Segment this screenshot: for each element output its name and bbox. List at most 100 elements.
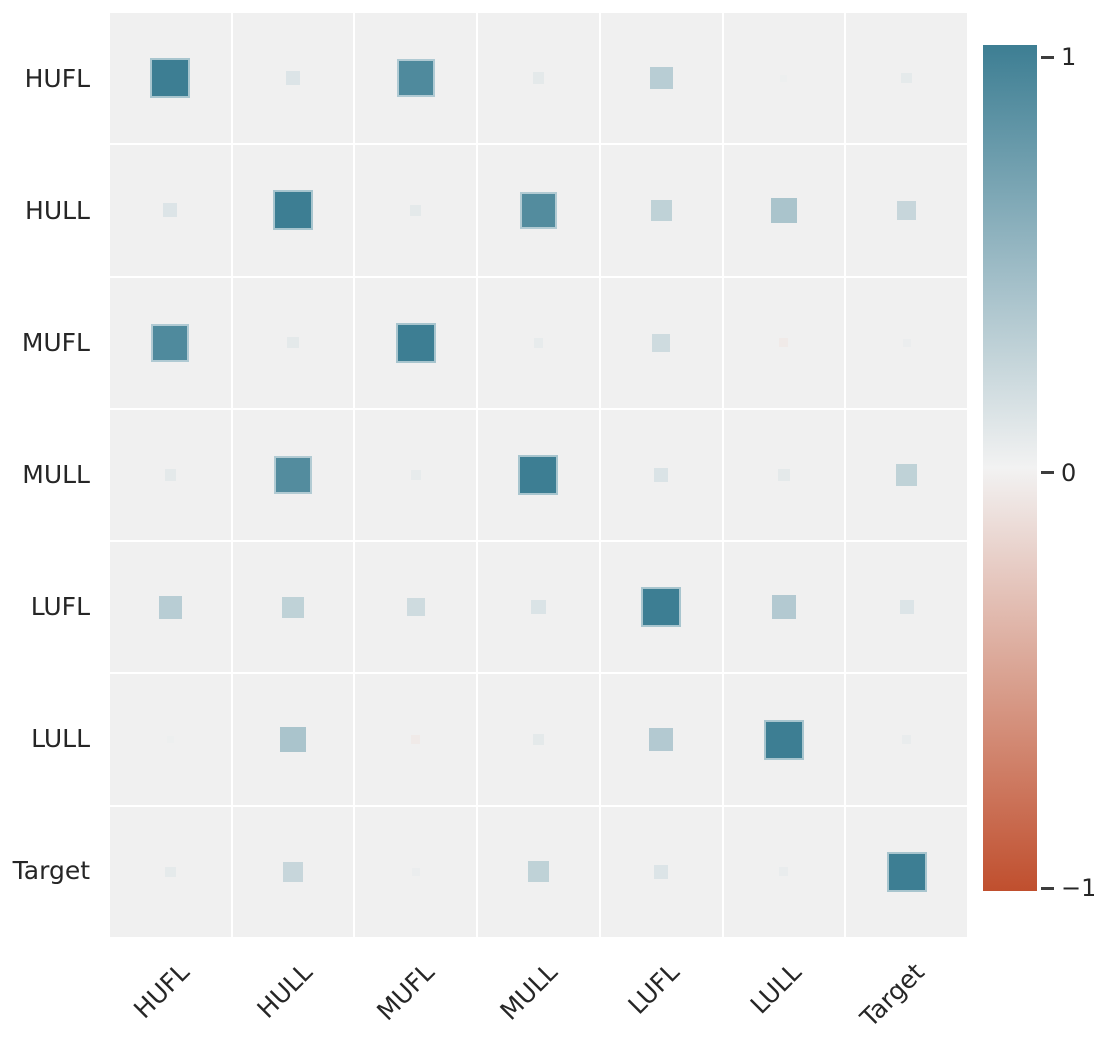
heatmap-cell-MUFL-LUFL (600, 277, 722, 408)
correlation-square (896, 464, 918, 486)
colorbar-tick-mark (1041, 886, 1054, 890)
correlation-square (150, 58, 191, 99)
correlation-square (406, 598, 425, 617)
heatmap-cell-HUFL-LUFL (600, 13, 722, 144)
heatmap-grid (110, 13, 967, 937)
correlation-square (779, 338, 789, 348)
heatmap-cell-MULL-HUFL (110, 409, 231, 541)
colorbar: 1 0 −1 (983, 45, 1094, 900)
correlation-square (532, 72, 545, 84)
correlation-square (652, 333, 671, 352)
y-axis-label-MULL: MULL (22, 460, 90, 489)
correlation-square (902, 338, 911, 347)
heatmap-cell-MUFL-HUFL (110, 277, 231, 408)
correlation-square (641, 587, 682, 628)
correlation-square (901, 72, 912, 84)
heatmap-cell-LULL-HULL (232, 674, 354, 805)
correlation-square (649, 66, 673, 90)
heatmap-cell-MUFL-Target (846, 277, 967, 408)
correlation-square (649, 727, 674, 752)
heatmap-cell-HULL-MULL (478, 145, 599, 276)
correlation-square (654, 467, 669, 483)
correlation-square (273, 190, 314, 231)
correlation-square (282, 596, 304, 618)
heatmap-cell-HULL-Target (846, 145, 967, 276)
colorbar-gradient (983, 45, 1037, 891)
heatmap-cell-LUFL-HUFL (110, 542, 231, 673)
correlation-square (650, 199, 672, 222)
y-axis-label-HUFL: HUFL (24, 64, 90, 93)
correlation-square (274, 456, 312, 494)
correlation-square (166, 736, 174, 743)
correlation-square (283, 862, 303, 882)
heatmap-cell-HUFL-HULL (232, 13, 354, 144)
heatmap-cell-MULL-MULL (478, 409, 599, 541)
correlation-square (886, 851, 927, 892)
correlation-square (527, 861, 550, 883)
heatmap-cell-LULL-Target (846, 674, 967, 805)
correlation-square (410, 204, 422, 217)
heatmap-cell-MULL-Target (846, 409, 967, 541)
correlation-square (780, 74, 788, 82)
heatmap-cell-Target-LUFL (600, 806, 722, 937)
y-axis-label-Target: Target (12, 856, 90, 885)
heatmap-cell-HULL-MUFL (355, 145, 477, 276)
correlation-square (519, 191, 558, 230)
correlation-square (531, 600, 546, 615)
correlation-square (286, 71, 300, 86)
correlation-square (899, 600, 914, 615)
heatmap-cell-LUFL-LULL (723, 542, 845, 673)
heatmap-cell-LUFL-Target (846, 542, 967, 673)
heatmap-cell-LULL-LULL (723, 674, 845, 805)
correlation-square (778, 469, 790, 481)
heatmap-cell-LUFL-HULL (232, 542, 354, 673)
heatmap-cell-HUFL-MULL (478, 13, 599, 144)
y-axis-label-LULL: LULL (31, 724, 90, 753)
colorbar-tick-mark (1041, 55, 1054, 59)
correlation-square (533, 337, 544, 348)
heatmap-cell-LUFL-LUFL (600, 542, 722, 673)
heatmap-cell-HUFL-MUFL (355, 13, 477, 144)
heatmap-cell-Target-HUFL (110, 806, 231, 937)
correlation-square (151, 323, 190, 362)
heatmap-cell-HULL-HULL (232, 145, 354, 276)
heatmap-cell-Target-LULL (723, 806, 845, 937)
heatmap-cell-MUFL-MULL (478, 277, 599, 408)
heatmap-cell-Target-HULL (232, 806, 354, 937)
heatmap-cell-MULL-LUFL (600, 409, 722, 541)
correlation-square (165, 866, 176, 878)
correlation-square (779, 867, 789, 877)
heatmap-cell-HULL-LULL (723, 145, 845, 276)
heatmap-cell-MULL-HULL (232, 409, 354, 541)
x-axis-label-HUFL: HUFL (128, 957, 196, 1025)
heatmap-cell-LULL-LUFL (600, 674, 722, 805)
correlation-square (396, 59, 435, 98)
heatmap-cell-HULL-HUFL (110, 145, 231, 276)
correlation-square (164, 469, 176, 481)
correlation-square (411, 867, 420, 876)
y-axis-label-LUFL: LUFL (30, 592, 90, 621)
heatmap-cell-HUFL-LULL (723, 13, 845, 144)
heatmap-cell-Target-Target (846, 806, 967, 937)
heatmap-cell-MULL-MUFL (355, 409, 477, 541)
correlation-square (772, 595, 796, 620)
heatmap-cell-MULL-LULL (723, 409, 845, 541)
correlation-square (902, 735, 912, 744)
heatmap-cell-Target-MUFL (355, 806, 477, 937)
correlation-square (159, 595, 182, 619)
y-axis-label-MUFL: MUFL (21, 328, 90, 357)
heatmap-cell-HUFL-HUFL (110, 13, 231, 144)
correlation-square (771, 197, 797, 224)
correlation-square (896, 200, 917, 221)
colorbar-tick-mark (1041, 471, 1054, 474)
heatmap-cell-MUFL-MUFL (355, 277, 477, 408)
heatmap-cell-LUFL-MUFL (355, 542, 477, 673)
correlation-square (654, 864, 669, 879)
correlation-square (287, 337, 299, 349)
correlation-square (411, 735, 421, 744)
heatmap-cell-LULL-MULL (478, 674, 599, 805)
heatmap-cell-MUFL-LULL (723, 277, 845, 408)
correlation-square (163, 203, 178, 218)
correlation-square (410, 470, 421, 480)
